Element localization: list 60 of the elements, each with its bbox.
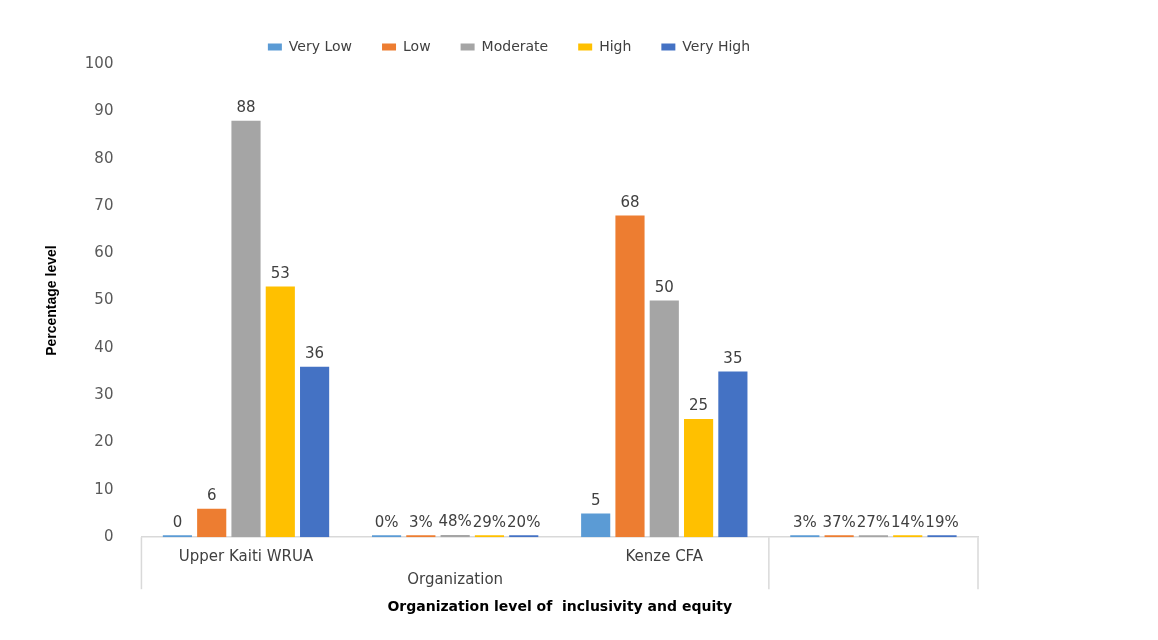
x-axis-title: Organization level of inclusivity and equity — [387, 598, 733, 615]
data-label: 88 — [236, 98, 256, 117]
y-tick-label: 10 — [94, 479, 114, 498]
text: Organization — [407, 570, 504, 589]
y-tick-label: 100 — [84, 53, 114, 72]
data-label: 3% — [408, 512, 433, 531]
y-tick-label: 60 — [94, 243, 114, 262]
bar — [615, 215, 645, 538]
data-label: 53 — [270, 263, 290, 282]
y-tick-label: 40 — [94, 337, 114, 356]
y-tick-label: 20 — [94, 432, 114, 451]
y-axis-title: Percentage level — [43, 245, 60, 356]
data-label: 3% — [792, 512, 817, 531]
data-label: 50 — [654, 277, 674, 296]
data-label: 68 — [620, 192, 640, 211]
bar — [790, 535, 820, 538]
x-tick-label: Kenze CFA — [625, 547, 704, 566]
bar — [197, 508, 227, 538]
legend-label: Very High — [682, 37, 751, 54]
legend-label: Low — [403, 37, 431, 54]
data-label: 20% — [507, 512, 541, 531]
data-label: 5 — [590, 490, 601, 509]
bar — [824, 535, 854, 538]
bar — [406, 535, 436, 538]
bar — [474, 535, 505, 538]
data-label: 0 — [172, 512, 183, 531]
data-label: 36 — [305, 344, 325, 363]
bar — [581, 513, 611, 538]
legend-label: High — [599, 37, 632, 54]
data-label: 19% — [925, 512, 959, 531]
data-label: 48% — [438, 512, 472, 531]
legend-label: Very Low — [288, 37, 353, 54]
data-label: 0% — [374, 512, 399, 531]
y-tick-label: 90 — [94, 101, 114, 120]
bar — [509, 535, 539, 538]
data-label: 35 — [723, 348, 743, 367]
data-label: 25 — [689, 396, 709, 415]
data-label: 27% — [856, 512, 891, 531]
bar — [371, 535, 402, 538]
legend-label: Moderate — [481, 37, 549, 54]
bar — [718, 371, 748, 538]
bar — [649, 300, 679, 538]
x-tick-label: Upper Kaiti WRUA — [178, 547, 314, 566]
bar — [893, 535, 923, 538]
bar — [231, 120, 261, 538]
y-tick-label: 70 — [94, 195, 114, 214]
bar — [162, 535, 192, 538]
y-tick-label: 50 — [94, 290, 114, 309]
bar — [858, 535, 889, 538]
bar — [265, 286, 295, 538]
y-tick-label: 0 — [103, 527, 114, 546]
y-tick-label: 80 — [94, 148, 114, 167]
data-label: 29% — [472, 512, 507, 531]
y-tick-label: 30 — [94, 385, 114, 404]
bar — [684, 418, 714, 538]
bar — [300, 366, 330, 538]
data-label: 14% — [891, 512, 925, 531]
data-label: 37% — [822, 512, 856, 531]
data-label: 6 — [206, 486, 217, 505]
bar — [927, 535, 957, 538]
